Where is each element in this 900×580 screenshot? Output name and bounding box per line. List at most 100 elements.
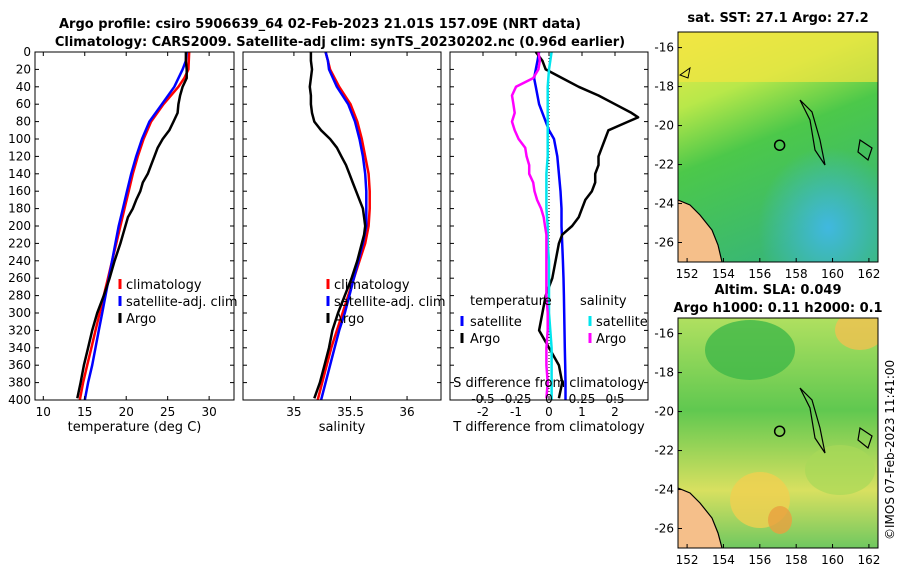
x-tick-label: -2 <box>477 405 489 419</box>
x-tick-label: 35.5 <box>337 405 364 419</box>
map-y-tick-label: -26 <box>654 236 674 250</box>
map-y-tick-label: -20 <box>654 119 674 133</box>
legend-title-temperature: temperature <box>470 294 552 309</box>
x-tick-label: 1 <box>578 405 586 419</box>
legend-label: Argo <box>334 312 364 327</box>
figure-title-line1: Argo profile: csiro 5906639_64 02-Feb-20… <box>59 17 581 32</box>
y-tick-label: 180 <box>8 202 31 216</box>
sst-warm-band <box>678 32 878 82</box>
sst-map-title: sat. SST: 27.1 Argo: 27.2 <box>687 11 868 26</box>
series-line-s-satellite <box>545 52 553 400</box>
sla-reef-contour-2 <box>857 426 873 450</box>
panel-frame-0 <box>34 51 235 401</box>
legend-label: Argo <box>126 312 156 327</box>
y-tick-label: 160 <box>8 184 31 198</box>
x-tick-label: 30 <box>201 405 216 419</box>
map-x-tick-label: 156 <box>748 553 771 567</box>
y-tick-label: 60 <box>16 97 31 111</box>
x-axis-label: T difference from climatology <box>452 420 645 435</box>
series-line-climatology <box>78 52 191 400</box>
series-line-argo <box>308 52 367 399</box>
map-x-tick-label: 156 <box>748 267 771 281</box>
sst-reef-contour <box>799 99 826 166</box>
x-tick-label: 15 <box>77 405 92 419</box>
sla-map: Altim. SLA: 0.049 Argo h1000: 0.11 h2000… <box>654 283 882 567</box>
s-axis-label: S difference from climatology <box>453 376 645 391</box>
sla-land <box>678 488 722 548</box>
sla-low-patch <box>705 320 795 380</box>
map-x-tick-label: 162 <box>857 553 880 567</box>
legend-label: Argo <box>470 332 500 347</box>
y-tick-label: 400 <box>8 393 31 407</box>
legend-label: satellite <box>596 315 648 330</box>
x-tick-label: -1 <box>510 405 522 419</box>
map-y-tick-label: -16 <box>654 327 674 341</box>
sla-map-ticks: 152 154 156 158 160 162 -16 -18 -20 -22 -24 -26 <box>654 327 880 567</box>
x-tick-label: 0 <box>545 405 553 419</box>
sst-reef-contour-2 <box>857 138 873 162</box>
legend-label: climatology <box>334 278 410 293</box>
sla-argo-marker <box>773 425 786 437</box>
y-tick-label: 280 <box>8 289 31 303</box>
sst-island-contour <box>678 66 691 79</box>
map-y-tick-label: -20 <box>654 405 674 419</box>
s-tick-label: 0 <box>545 392 553 406</box>
y-tick-label: 0 <box>23 45 31 59</box>
x-axis-label: temperature (deg C) <box>68 420 202 435</box>
y-tick-label: 80 <box>16 115 31 129</box>
y-tick-label: 140 <box>8 167 31 181</box>
y-tick-label: 20 <box>16 62 31 76</box>
map-y-tick-label: -24 <box>654 483 674 497</box>
figure-title-line2: Climatology: CARS2009. Satellite-adj cli… <box>55 35 625 50</box>
y-tick-label: 360 <box>8 358 31 372</box>
y-tick-label: 320 <box>8 323 31 337</box>
legend-label: Argo <box>596 332 626 347</box>
x-tick-label: 10 <box>36 405 51 419</box>
map-x-tick-label: 160 <box>821 267 844 281</box>
map-x-tick-label: 154 <box>712 267 735 281</box>
sla-coastline <box>678 487 723 548</box>
map-y-tick-label: -18 <box>654 366 674 380</box>
x-tick-label: 36 <box>399 405 414 419</box>
legend-label: satellite-adj. clim <box>126 295 238 310</box>
series-line-argo <box>76 52 188 399</box>
series-line-satellite-adj-clim <box>319 52 368 400</box>
sst-argo-marker <box>773 139 786 151</box>
sla-reef-contour <box>799 387 826 454</box>
temperature-panel <box>76 52 191 400</box>
sst-map: sat. SST: 27.1 Argo: 27.2 152 154 156 158 16… <box>654 11 880 281</box>
x-tick-label: 35 <box>286 405 301 419</box>
y-tick-label: 240 <box>8 254 31 268</box>
y-tick-label: 260 <box>8 271 31 285</box>
map-x-tick-label: 158 <box>785 553 808 567</box>
difference-panel <box>510 52 640 400</box>
imos-credit: ©IMOS 07-Feb-2023 11:41:00 <box>883 360 897 540</box>
panel-frame-1 <box>242 51 442 401</box>
x-tick-label: 2 <box>611 405 619 419</box>
y-tick-label: 120 <box>8 149 31 163</box>
sst-coastline <box>678 199 723 262</box>
sla-high-core <box>768 506 792 534</box>
salinity-panel <box>308 52 371 400</box>
series-line-climatology <box>316 52 371 400</box>
x-axis-label: salinity <box>319 420 366 435</box>
sst-map-ticks: 152 154 156 158 160 162 -16 -18 -20 -22 -24 -26 <box>654 41 880 281</box>
sla-mid-patch <box>805 445 875 495</box>
y-tick-label: 300 <box>8 306 31 320</box>
y-tick-label: 40 <box>16 80 31 94</box>
sla-map-frame <box>677 317 879 549</box>
map-x-tick-label: 158 <box>785 267 808 281</box>
map-x-tick-label: 162 <box>857 267 880 281</box>
map-x-tick-label: 154 <box>712 553 735 567</box>
s-tick-label: -0.25 <box>500 392 531 406</box>
sst-map-frame <box>677 31 879 263</box>
map-x-tick-label: 152 <box>676 267 699 281</box>
y-tick-label: 220 <box>8 236 31 250</box>
legend-label: satellite <box>470 315 522 330</box>
map-y-tick-label: -24 <box>654 197 674 211</box>
series-line-t-argo <box>534 52 640 399</box>
x-tick-label: 25 <box>160 405 175 419</box>
sst-land <box>678 200 722 262</box>
